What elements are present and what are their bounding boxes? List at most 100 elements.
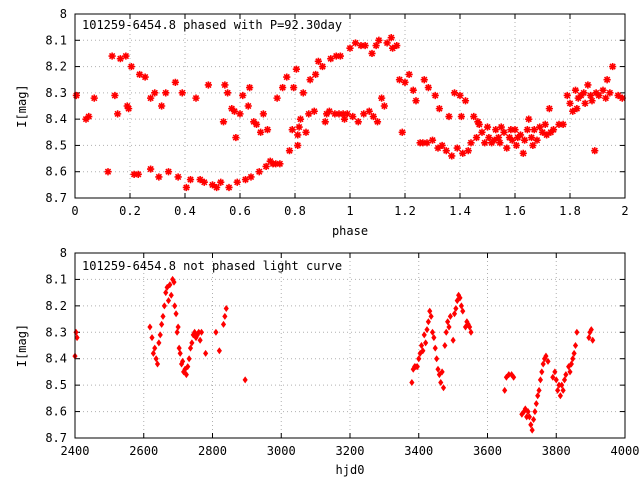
x-tick-label: 2800 (198, 444, 227, 458)
data-point (73, 328, 79, 336)
data-point (332, 52, 340, 60)
data-point (523, 126, 531, 134)
data-point (475, 120, 483, 128)
data-point (528, 421, 534, 429)
data-point (516, 131, 525, 139)
data-point (259, 110, 267, 118)
data-point (409, 378, 415, 387)
data-point (533, 136, 541, 144)
data-point (508, 136, 516, 144)
x-axis-label: hjd0 (336, 463, 365, 477)
data-point (427, 307, 433, 315)
data-point (553, 376, 559, 384)
data-point (276, 160, 284, 168)
data-point (299, 89, 307, 97)
data-point (302, 128, 310, 136)
data-point (150, 349, 156, 357)
data-point (196, 176, 204, 184)
data-point (505, 133, 514, 142)
data-point (435, 105, 443, 113)
data-point (567, 368, 573, 376)
data-point (283, 73, 291, 81)
data-point (197, 336, 203, 344)
data-point (540, 360, 546, 368)
data-point (252, 120, 261, 128)
data-point (448, 152, 456, 160)
data-point (339, 110, 347, 118)
y-axis-label: I[mag] (15, 84, 29, 127)
data-series (72, 34, 626, 192)
data-point (174, 173, 182, 181)
data-point (445, 112, 453, 121)
data-point (561, 376, 568, 384)
data-point (90, 94, 98, 102)
data-point (168, 291, 174, 299)
data-point (155, 173, 163, 181)
data-point (114, 110, 122, 118)
data-point (472, 133, 481, 142)
y-tick-label: 8.2 (45, 299, 67, 313)
y-tick-label: 8.6 (45, 405, 67, 419)
data-point (368, 49, 376, 58)
data-point (566, 99, 574, 107)
data-point (159, 320, 165, 328)
data-point (543, 352, 549, 360)
data-point (592, 89, 600, 97)
data-point (213, 328, 219, 336)
data-point (331, 110, 339, 118)
data-point (424, 84, 432, 92)
data-point (383, 39, 391, 47)
data-point (136, 70, 144, 79)
data-point (606, 89, 614, 97)
data-point (599, 86, 607, 94)
data-point (318, 62, 327, 71)
data-point (153, 355, 159, 363)
data-point (529, 426, 535, 434)
data-point (451, 310, 458, 318)
data-point (263, 126, 272, 134)
data-point (310, 107, 318, 115)
data-point (380, 102, 388, 110)
data-point (244, 102, 252, 110)
data-point (526, 413, 533, 421)
x-tick-label: 1.8 (559, 204, 581, 218)
x-tick-label: 2 (621, 204, 628, 218)
data-point (192, 94, 200, 102)
data-point (425, 318, 431, 326)
data-point (239, 91, 247, 100)
data-point (266, 157, 274, 165)
data-point (360, 110, 368, 118)
y-tick-label: 8.5 (45, 138, 67, 152)
data-point (186, 355, 192, 363)
data-point (200, 178, 208, 186)
data-point (250, 118, 258, 126)
data-point (111, 91, 119, 100)
data-point (529, 141, 537, 150)
y-axis-label: I[mag] (15, 324, 29, 367)
x-tick-label: 0.8 (284, 204, 306, 218)
data-point (541, 120, 549, 128)
data-point (182, 183, 190, 192)
data-point (336, 52, 344, 60)
data-point (420, 76, 428, 84)
data-point (178, 89, 186, 97)
data-point (545, 357, 551, 365)
data-point (530, 126, 538, 134)
x-tick-label: 0.2 (119, 204, 141, 218)
data-point (428, 312, 434, 320)
data-point (294, 131, 302, 139)
data-point (588, 326, 594, 334)
data-point (507, 126, 515, 134)
data-point (157, 331, 163, 339)
data-point (420, 347, 426, 355)
data-point (176, 344, 182, 352)
data-point (165, 297, 172, 305)
data-point (346, 44, 354, 52)
y-tick-label: 8.3 (45, 325, 67, 339)
data-point (373, 118, 382, 126)
y-tick-label: 8.2 (45, 60, 67, 74)
data-point (272, 160, 280, 168)
data-point (395, 76, 404, 84)
data-point (125, 105, 133, 113)
data-point (361, 41, 369, 50)
